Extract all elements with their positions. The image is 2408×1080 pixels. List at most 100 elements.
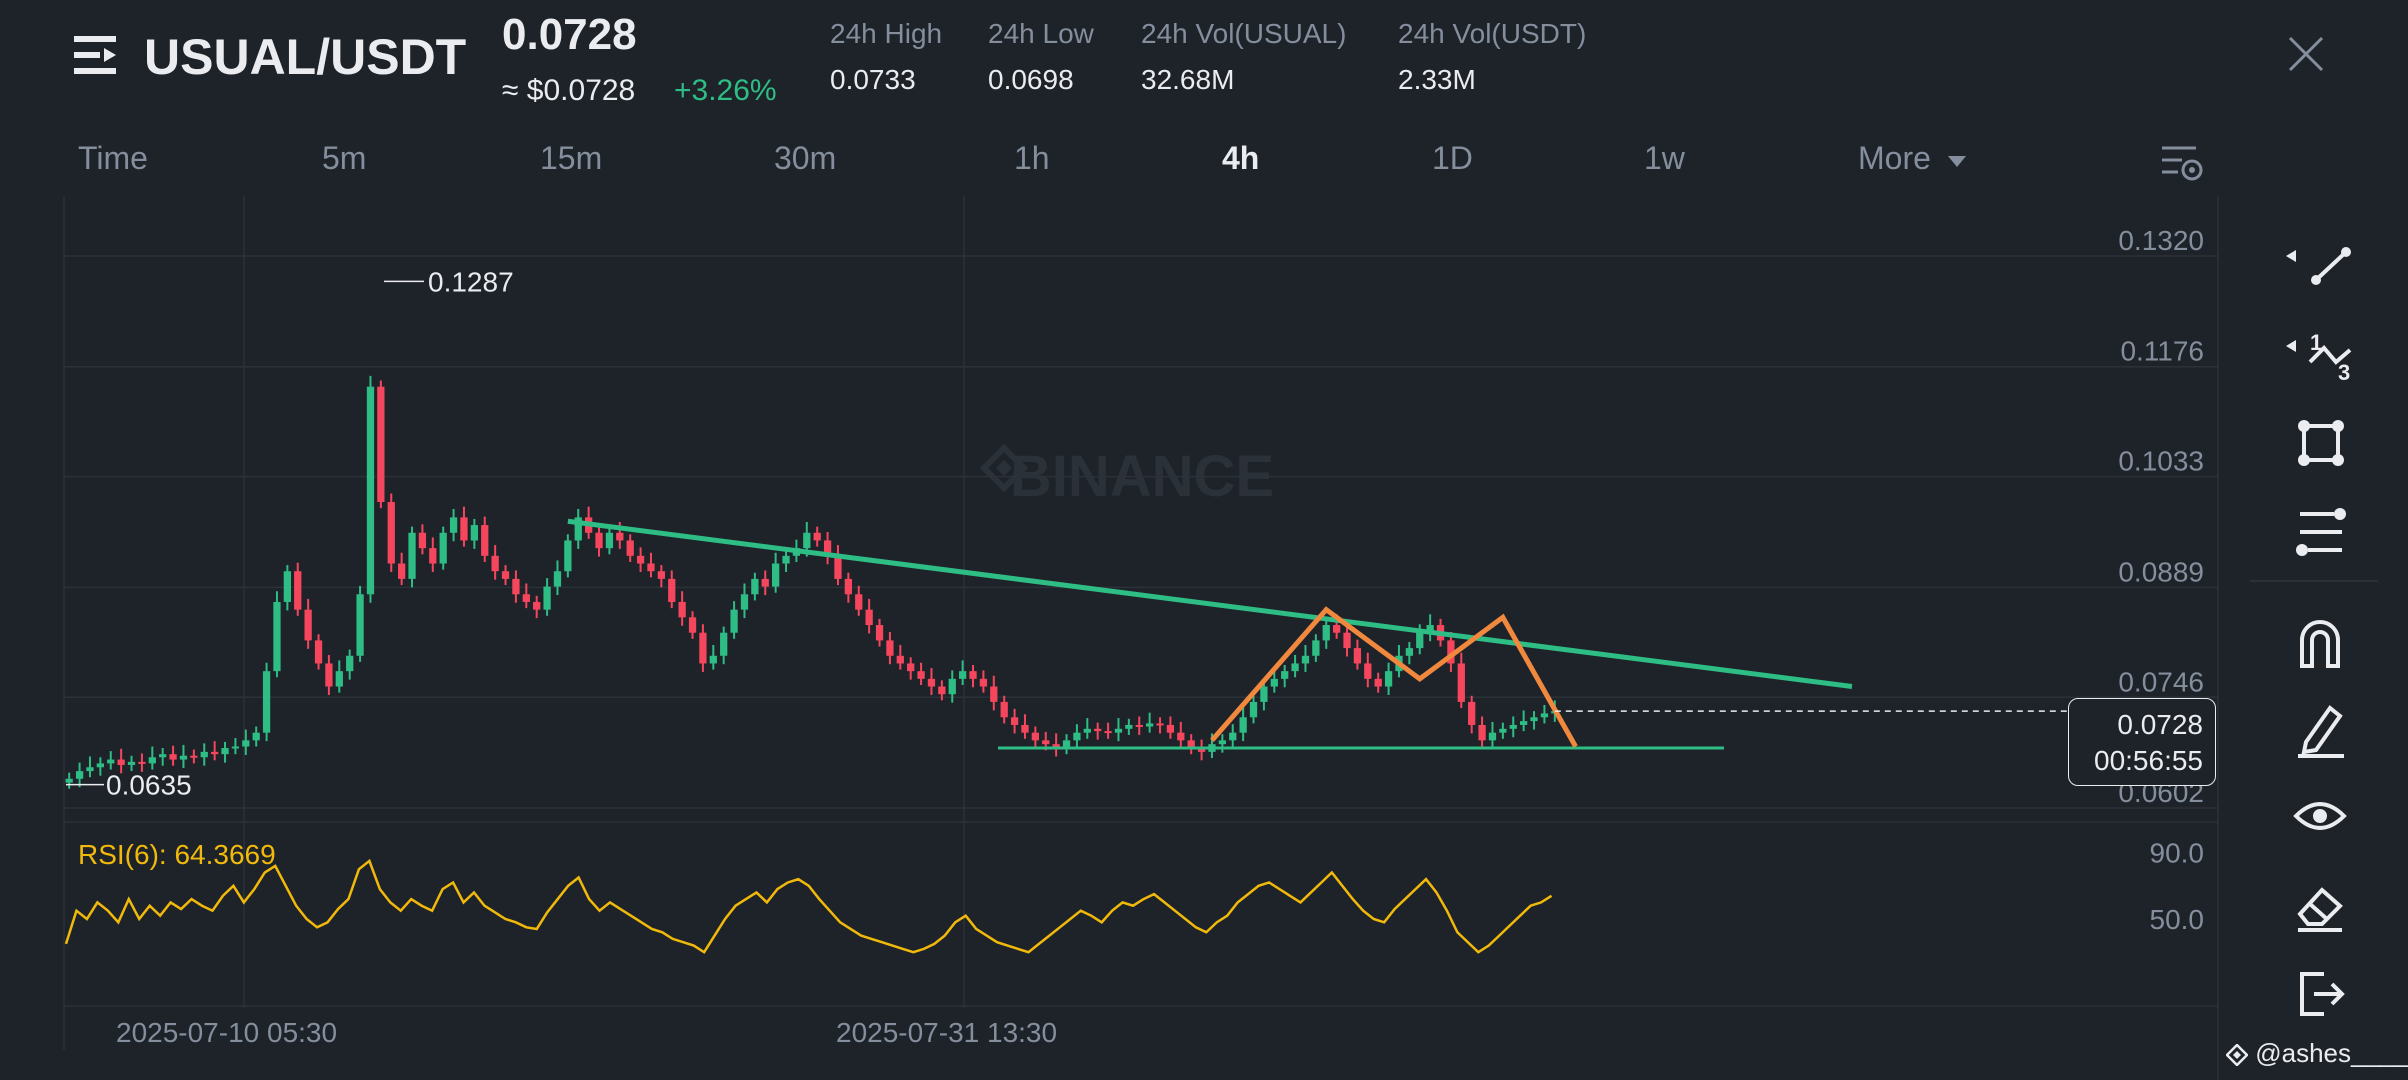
time-axis: 2025-07-10 05:30 2025-07-31 13:30	[116, 1017, 1057, 1048]
candle-body	[1062, 740, 1071, 749]
candle-body	[1249, 701, 1258, 718]
tab-1d[interactable]: 1D	[1432, 140, 1473, 176]
drawing-toolbar: 1 3	[2250, 220, 2408, 1020]
candle-body	[460, 517, 468, 541]
candle-body	[1104, 731, 1112, 734]
brush-icon[interactable]	[2280, 696, 2360, 760]
close-icon[interactable]	[2286, 34, 2326, 74]
candle-body	[855, 594, 863, 610]
candle-body	[553, 571, 562, 587]
credit-label: @ashes____	[2255, 1038, 2408, 1068]
stat-label: 24h Vol(USDT)	[1398, 18, 1587, 49]
price-tick-label: 0.0746	[2118, 666, 2204, 697]
exit-icon[interactable]	[2280, 960, 2360, 1024]
candle-body	[1125, 724, 1133, 729]
candle-body	[262, 671, 271, 733]
interval-tabs: Time 5m 15m 30m 1h 4h 1D 1w More	[0, 140, 2230, 188]
candle-body	[107, 759, 115, 764]
candle-body	[699, 632, 707, 664]
chart-settings-icon[interactable]	[2160, 144, 2204, 182]
tab-1w[interactable]: 1w	[1644, 140, 1685, 176]
candle-body	[1457, 663, 1465, 702]
candle-body	[938, 686, 946, 695]
candle-body	[720, 632, 728, 656]
candle-body	[813, 532, 821, 541]
candle-body	[1478, 724, 1486, 741]
candle-body	[1083, 728, 1091, 733]
tab-15m[interactable]: 15m	[540, 140, 603, 176]
candle-body	[1114, 728, 1123, 733]
candle-body	[304, 609, 312, 641]
tab-5m[interactable]: 5m	[322, 140, 367, 176]
candle-body	[221, 748, 229, 755]
candle-body	[325, 663, 333, 687]
candle-body	[1073, 732, 1081, 741]
binance-square-icon	[2225, 1043, 2249, 1067]
candle-body	[896, 655, 904, 664]
current-price-box: 0.0728 00:56:55	[2068, 698, 2216, 786]
candle-body	[408, 532, 416, 579]
candle-countdown: 00:56:55	[2094, 745, 2203, 776]
eye-icon[interactable]	[2280, 784, 2360, 848]
candlestick-series	[65, 375, 1559, 789]
candle-body	[242, 740, 250, 747]
candle-body	[668, 578, 676, 602]
candle-body	[512, 578, 520, 595]
candle-body	[429, 548, 437, 564]
candle-body	[387, 502, 395, 564]
tab-time[interactable]: Time	[78, 140, 148, 176]
candle-body	[688, 617, 697, 633]
shape-icon[interactable]	[2280, 412, 2360, 476]
price-chart[interactable]: BINANCE 0.13200.11760.10330.08890.07460.…	[0, 0, 2250, 1080]
last-price: 0.0728	[502, 10, 637, 59]
candle-body	[418, 532, 427, 549]
candle-body	[782, 555, 790, 564]
candle-body	[366, 386, 375, 595]
candle-body	[626, 540, 634, 556]
stat-value: 0.0698	[988, 64, 1074, 95]
tab-more-label: More	[1858, 140, 1931, 176]
indicator-settings-icon[interactable]	[2280, 500, 2360, 564]
candle-body	[761, 578, 769, 587]
logo-center	[996, 460, 1012, 476]
candle-body	[533, 601, 541, 610]
candle-body	[1468, 701, 1476, 725]
stat-24h-low: 24h Low 0.0698	[988, 18, 1094, 96]
candle-body	[211, 751, 219, 755]
fibonacci-icon[interactable]: 1 3	[2280, 322, 2360, 386]
candle-body	[1177, 732, 1185, 741]
candle-body	[1042, 740, 1050, 745]
candle-body	[179, 755, 188, 760]
eraser-icon[interactable]	[2280, 872, 2360, 936]
trading-pair[interactable]: USUAL/USDT	[144, 29, 467, 85]
candle-body	[65, 778, 73, 783]
candle-body	[470, 525, 478, 541]
tab-1h[interactable]: 1h	[1014, 140, 1050, 176]
candle-body	[1291, 663, 1299, 672]
magnet-icon[interactable]	[2280, 610, 2360, 674]
candle-body	[491, 555, 499, 572]
candle-body	[1384, 671, 1393, 687]
tab-30m[interactable]: 30m	[774, 140, 837, 176]
candle-body	[564, 540, 572, 572]
price-tick-label: 0.0889	[2118, 556, 2204, 587]
candle-body	[751, 578, 759, 595]
candle-body	[169, 754, 177, 760]
candle-body	[1229, 732, 1237, 741]
candle-body	[979, 678, 988, 687]
menu-icon[interactable]	[74, 34, 120, 76]
candle-body	[1540, 713, 1549, 718]
candle-body	[501, 571, 510, 579]
tab-more[interactable]: More	[1858, 140, 1968, 177]
candle-body	[1146, 723, 1154, 727]
candle-body	[231, 746, 240, 749]
stat-24h-high: 24h High 0.0733	[830, 18, 942, 96]
candle-body	[1530, 717, 1538, 722]
trend-line-icon[interactable]	[2280, 232, 2360, 296]
candle-body	[1301, 655, 1310, 664]
price-tick-label: 0.1320	[2118, 225, 2204, 256]
tab-4h[interactable]: 4h	[1222, 140, 1260, 176]
candle-body	[834, 555, 842, 579]
m-top-pattern	[1210, 606, 1578, 748]
candle-body	[948, 678, 956, 695]
